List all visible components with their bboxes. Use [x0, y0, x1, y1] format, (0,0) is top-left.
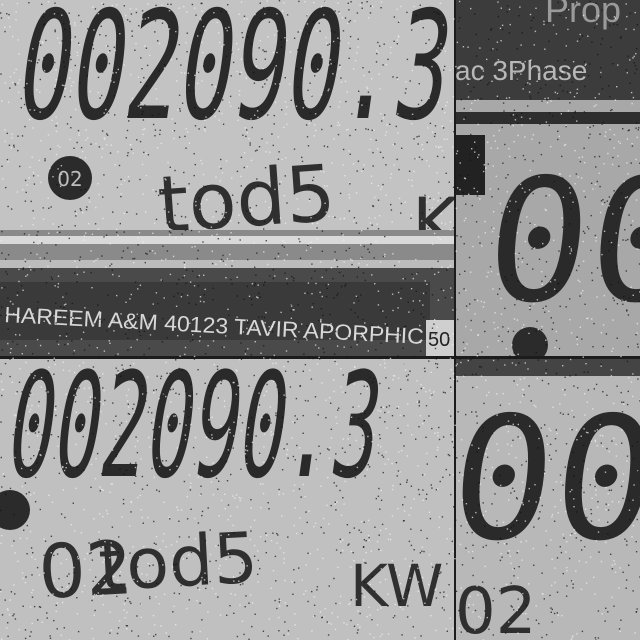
tod-marker-bottom-zoom: 02	[455, 575, 536, 640]
tariff-indicator-icon-zoom	[512, 327, 548, 358]
meter-reading-digits: 002090.3	[8, 0, 455, 154]
tile-divider-vertical	[454, 0, 456, 640]
meter-closeup-bottom-left: 002090.3 02 tod5 KW h	[0, 358, 455, 640]
meter-lcd-panel-bottom-left: 002090.3 02 tod5 KW h	[0, 358, 455, 640]
tod-label-bottom: tod5	[97, 517, 260, 607]
unit-label: KW h	[350, 552, 455, 620]
tariff-indicator-icon-bottom	[0, 490, 30, 530]
meter-bezel	[0, 230, 455, 260]
meter-status-block	[455, 135, 485, 195]
meter-closeup-bottom-right: 002090.3 02	[455, 358, 640, 640]
tile-divider-horizontal	[0, 356, 640, 359]
tod-marker-bottom: 02	[36, 525, 135, 616]
meter-lcd-panel-top-left: 002090.3 02 tod5 KV HAREEM A&M 40123 TAV…	[0, 0, 455, 358]
tariff-indicator-label: 02	[57, 167, 82, 191]
meter-closeup-top-left: 002090.3 02 tod5 KV HAREEM A&M 40123 TAV…	[0, 0, 455, 358]
meter-lcd-panel-bottom-right: 002090.3 02	[455, 358, 640, 640]
meter-closeup-top-right: Prop ac 3Phase 0020903	[455, 0, 640, 358]
meter-side-number: 50	[428, 329, 450, 351]
tariff-indicator-icon	[48, 156, 92, 200]
meter-brand-text: Prop	[545, 0, 621, 30]
meter-lcd-panel-top-right: Prop ac 3Phase 0020903	[455, 0, 640, 358]
meter-phase-text: ac 3Phase	[455, 55, 587, 86]
meter-reading-digits-bottom: 002090.3	[0, 358, 392, 511]
meter-reading-digits-bottom-zoom: 002090.3	[455, 381, 640, 578]
meter-reading-digits-zoom: 0020903	[477, 143, 640, 340]
